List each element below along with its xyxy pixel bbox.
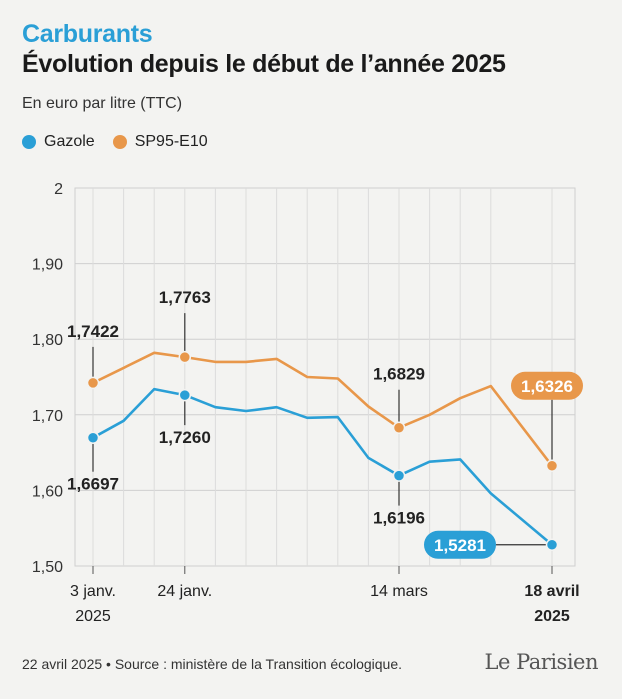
x-tick-label-year: 2025	[75, 608, 111, 625]
legend-label-gazole: Gazole	[44, 133, 95, 150]
series-line-sp95	[91, 351, 554, 468]
y-tick-label: 1,90	[32, 257, 63, 274]
y-tick-label: 1,70	[32, 408, 63, 425]
x-tick-label: 14 mars	[370, 583, 428, 600]
legend-label-sp95: SP95-E10	[134, 133, 208, 150]
annotation-label-sp95: 1,7422	[67, 322, 119, 341]
legend-item-gazole: Gazole	[22, 133, 95, 151]
y-tick-label: 1,80	[32, 332, 63, 349]
data-point-gazole	[392, 469, 406, 482]
x-tick-label-year: 2025	[534, 608, 570, 625]
x-tick-label: 3 janv.	[70, 583, 116, 600]
annotation-label-gazole: 1,5281	[434, 536, 486, 555]
x-tick-label: 18 avril	[524, 583, 579, 600]
legend-item-sp95: SP95-E10	[112, 133, 208, 151]
data-point-sp95	[392, 421, 406, 434]
x-tick-label: 24 janv.	[157, 583, 212, 600]
annotation-label-gazole: 1,6697	[67, 475, 119, 494]
y-tick-label: 2	[54, 181, 63, 198]
legend-dot-gazole	[22, 135, 36, 149]
y-tick-label: 1,50	[32, 559, 63, 576]
annotation-label-gazole: 1,6196	[373, 509, 425, 528]
annotation-pill-sp95	[511, 371, 583, 400]
annotation-label-gazole: 1,7260	[159, 428, 211, 447]
annotation-label-sp95: 1,6326	[521, 377, 573, 396]
annotation-pill-gazole	[424, 530, 496, 559]
chart-title: Évolution depuis le début de l’année 202…	[22, 50, 506, 78]
legend: Gazole SP95-E10	[22, 133, 226, 151]
legend-dot-sp95	[112, 135, 127, 149]
data-point-sp95	[545, 459, 559, 473]
source-note: 22 avril 2025 • Source : ministère de la…	[22, 656, 403, 672]
chart-eyebrow: Carburants	[22, 20, 153, 48]
annotation-label-sp95: 1,6829	[373, 365, 425, 384]
data-point-gazole	[178, 388, 192, 402]
unit-label: En euro par litre (TTC)	[22, 95, 183, 112]
y-tick-label: 1,60	[32, 483, 63, 500]
data-point-gazole	[545, 538, 559, 552]
data-point-sp95	[178, 350, 192, 364]
annotation-label-sp95: 1,7763	[159, 288, 211, 307]
series-line-gazole	[91, 387, 554, 547]
data-point-sp95	[86, 376, 100, 390]
publisher-logo: Le Parisien	[484, 650, 599, 674]
data-point-gazole	[86, 431, 100, 444]
